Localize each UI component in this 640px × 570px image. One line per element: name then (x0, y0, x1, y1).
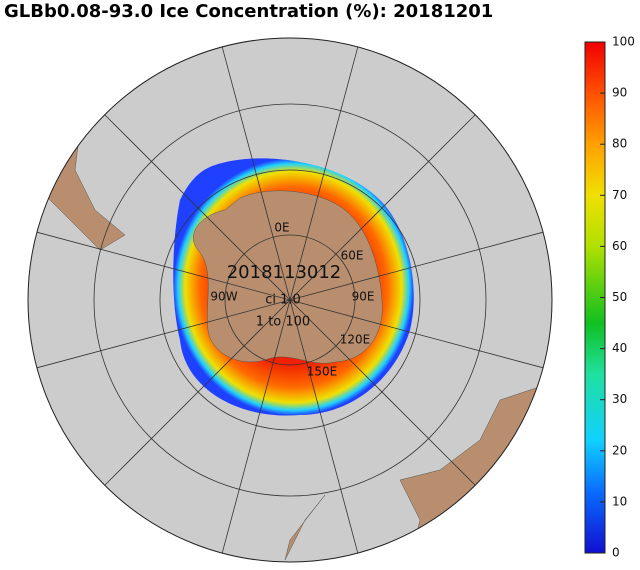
colorbar-ticks: 0 10 20 30 40 50 60 70 80 90 100 (600, 35, 635, 560)
colorbar-tick-label: 20 (612, 443, 627, 457)
meridian (104, 299, 291, 486)
longitude-labels: 0E 60E 90E 120E 150E 90W (210, 221, 374, 379)
longitude-label: 120E (340, 333, 371, 347)
meridian (289, 114, 476, 301)
colorbar-tick-label: 10 (612, 494, 627, 508)
meridian (289, 46, 359, 301)
contour-interval: ci 1.0 (265, 293, 301, 308)
meridian (289, 231, 544, 301)
contour-range: 1 to 100 (256, 315, 310, 330)
longitude-label: 90W (210, 290, 237, 304)
meridian (289, 299, 359, 554)
meridian (36, 299, 291, 369)
colorbar-tick-label: 70 (612, 188, 627, 202)
colorbar-tick-label: 60 (612, 239, 627, 253)
longitude-label: 90E (352, 290, 375, 304)
date-label: 2018113012 (227, 262, 342, 283)
meridian (289, 299, 476, 486)
colorbar-tick-label: 50 (612, 290, 627, 304)
meridian (221, 299, 291, 554)
colorbar-tick-label: 30 (612, 392, 627, 406)
latitude-circle (93, 103, 487, 497)
center-text: 2018113012 ci 1.0 1 to 100 (227, 262, 342, 330)
latitude-circle (159, 169, 421, 431)
new-zealand (284, 494, 326, 561)
antarctica (193, 190, 383, 364)
meridian (221, 46, 291, 301)
meridian (289, 299, 544, 369)
graticule (36, 46, 544, 554)
colorbar-tick-label: 40 (612, 341, 627, 355)
map-border (27, 37, 553, 563)
title: GLBb0.08-93.0 Ice Concentration (%): 201… (4, 1, 493, 22)
latitude-circle (224, 234, 356, 366)
colorbar-tick-label: 100 (612, 35, 635, 49)
colorbar-tick-label: 80 (612, 137, 627, 151)
longitude-label: 60E (341, 249, 364, 263)
colorbar-tick-label: 90 (612, 86, 627, 100)
colorbar-tick-label: 0 (612, 546, 620, 560)
longitude-label: 150E (307, 365, 338, 379)
meridian (104, 114, 291, 301)
meridian (36, 231, 291, 301)
longitude-label: 0E (274, 221, 289, 235)
